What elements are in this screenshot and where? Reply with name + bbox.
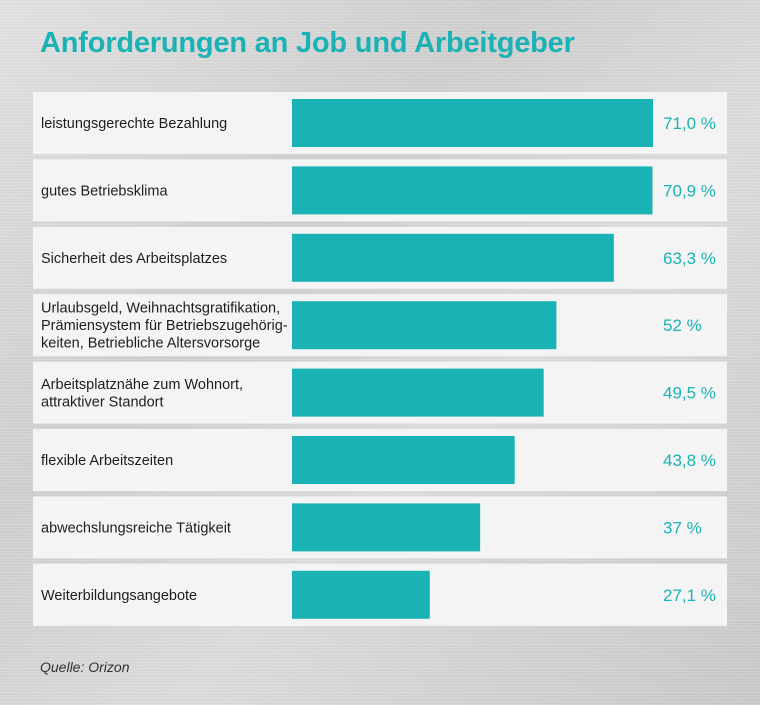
chart-title: Anforderungen an Job und Arbeitgeber	[40, 27, 575, 59]
bar-row: flexible Arbeitszeiten 43,8 %	[33, 429, 727, 491]
bar-row: Arbeitsplatznähe zum Wohnort, attraktiver…	[33, 361, 727, 424]
value-label: 71,0 %	[663, 114, 716, 133]
value-label: 37 %	[663, 518, 702, 537]
bar-row: Weiterbildungsangebote 27,1 %	[33, 563, 727, 626]
category-label: gutes Betriebsklima	[41, 183, 168, 199]
bar	[292, 233, 614, 282]
category-label: flexible Arbeitszeiten	[41, 453, 173, 469]
category-label: Weiterbildungsangebote	[41, 588, 197, 604]
category-label: Urlaubsgeld, Weihnachtsgratifikation, Prä…	[41, 301, 288, 352]
category-label: Sicherheit des Arbeitsplatzes	[41, 251, 227, 267]
bar	[292, 436, 515, 484]
value-label: 70,9 %	[663, 181, 716, 200]
bar	[292, 166, 653, 215]
value-label: 63,3 %	[663, 249, 716, 268]
category-label: leistungsgerechte Bezahlung	[41, 116, 227, 132]
bar-row: abwechslungsreiche Tätigkeit 37 %	[33, 496, 727, 559]
bar	[292, 301, 557, 350]
source-note: Quelle: Orizon	[40, 659, 130, 675]
value-label: 52 %	[663, 316, 702, 335]
value-label: 49,5 %	[663, 384, 716, 403]
bar	[292, 99, 653, 147]
bar-row: gutes Betriebsklima 70,9 %	[33, 159, 727, 222]
category-label: Arbeitsplatznähe zum Wohnort, attraktiver…	[41, 377, 243, 411]
bar	[292, 503, 481, 552]
bar-row: leistungsgerechte Bezahlung 71,0 %	[33, 92, 727, 154]
category-label: abwechslungsreiche Tätigkeit	[41, 520, 231, 536]
value-label: 43,8 %	[663, 451, 716, 470]
bar	[292, 570, 430, 619]
value-label: 27,1 %	[663, 586, 716, 605]
bar-row: Urlaubsgeld, Weihnachtsgratifikation, Prä…	[33, 294, 727, 357]
bar-row: Sicherheit des Arbeitsplatzes 63,3 %	[33, 226, 727, 289]
bar	[292, 368, 544, 417]
